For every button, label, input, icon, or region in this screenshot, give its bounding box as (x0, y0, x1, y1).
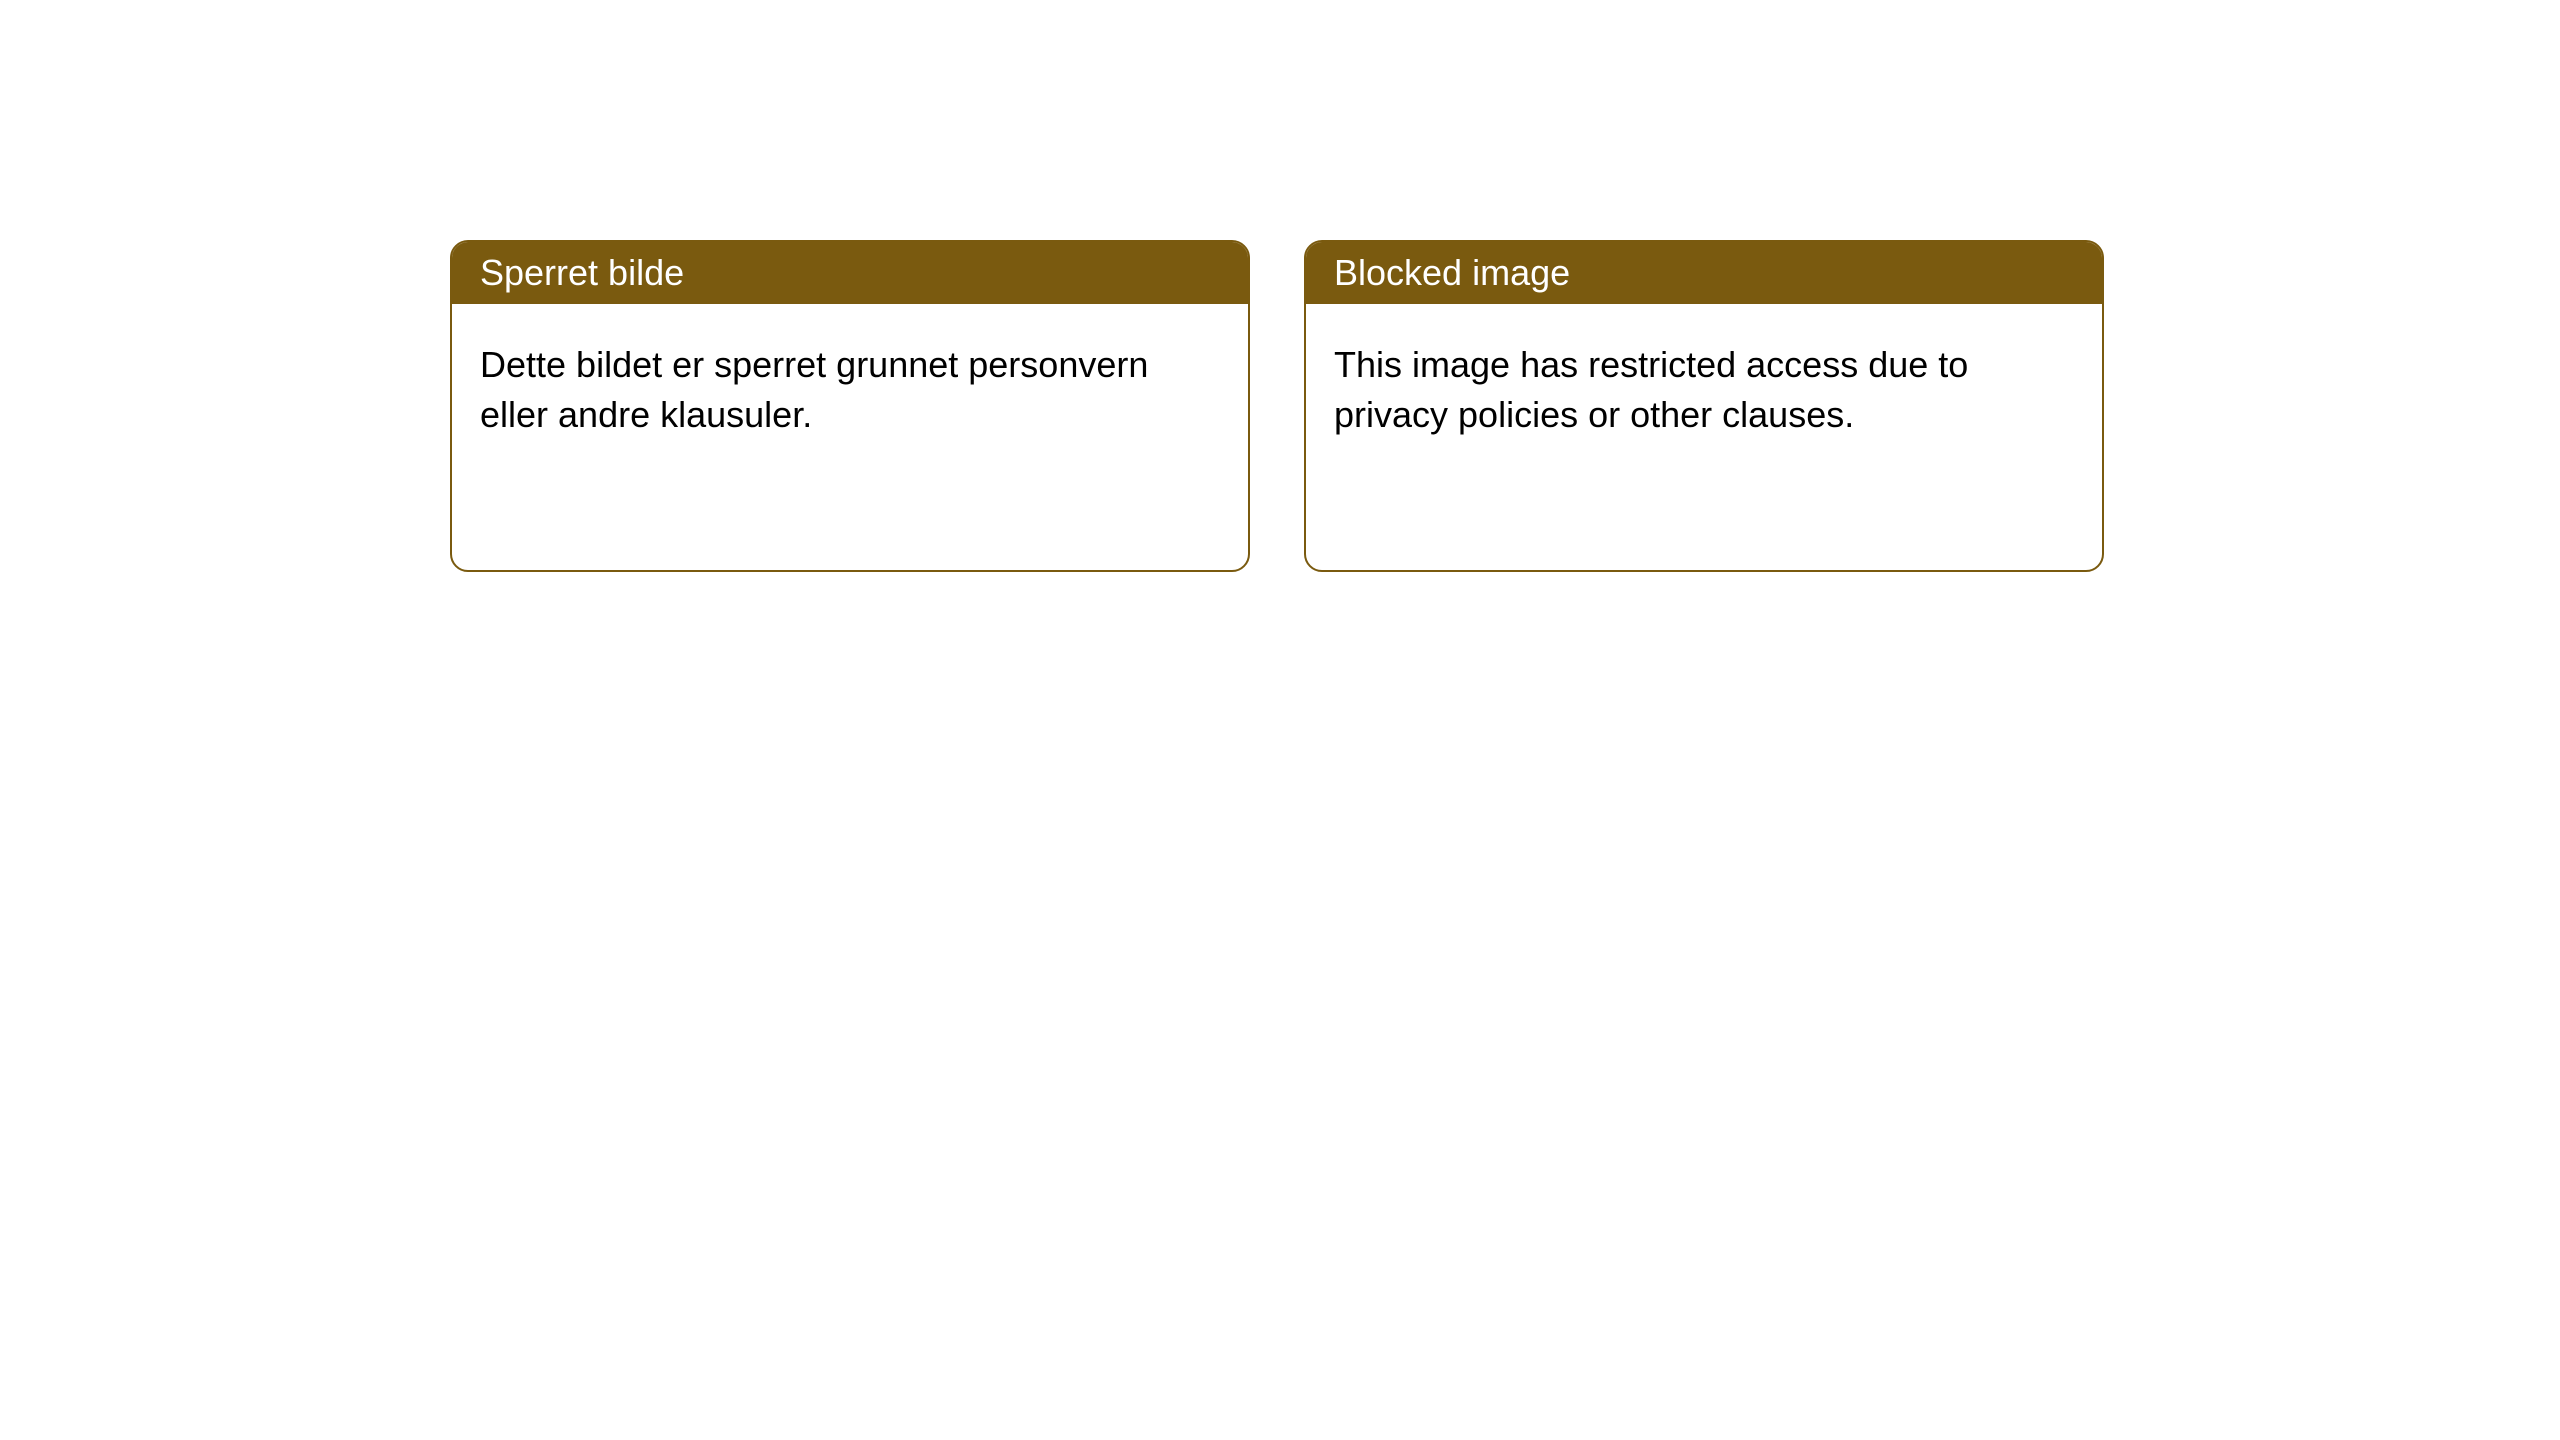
card-body-text: Dette bildet er sperret grunnet personve… (480, 344, 1148, 435)
card-body: This image has restricted access due to … (1306, 304, 2102, 477)
card-header: Sperret bilde (452, 242, 1248, 304)
card-body-text: This image has restricted access due to … (1334, 344, 1968, 435)
blocked-image-card-en: Blocked image This image has restricted … (1304, 240, 2104, 572)
notice-container: Sperret bilde Dette bildet er sperret gr… (0, 0, 2560, 572)
card-title: Blocked image (1334, 252, 1570, 293)
card-title: Sperret bilde (480, 252, 684, 293)
blocked-image-card-no: Sperret bilde Dette bildet er sperret gr… (450, 240, 1250, 572)
card-body: Dette bildet er sperret grunnet personve… (452, 304, 1248, 477)
card-header: Blocked image (1306, 242, 2102, 304)
